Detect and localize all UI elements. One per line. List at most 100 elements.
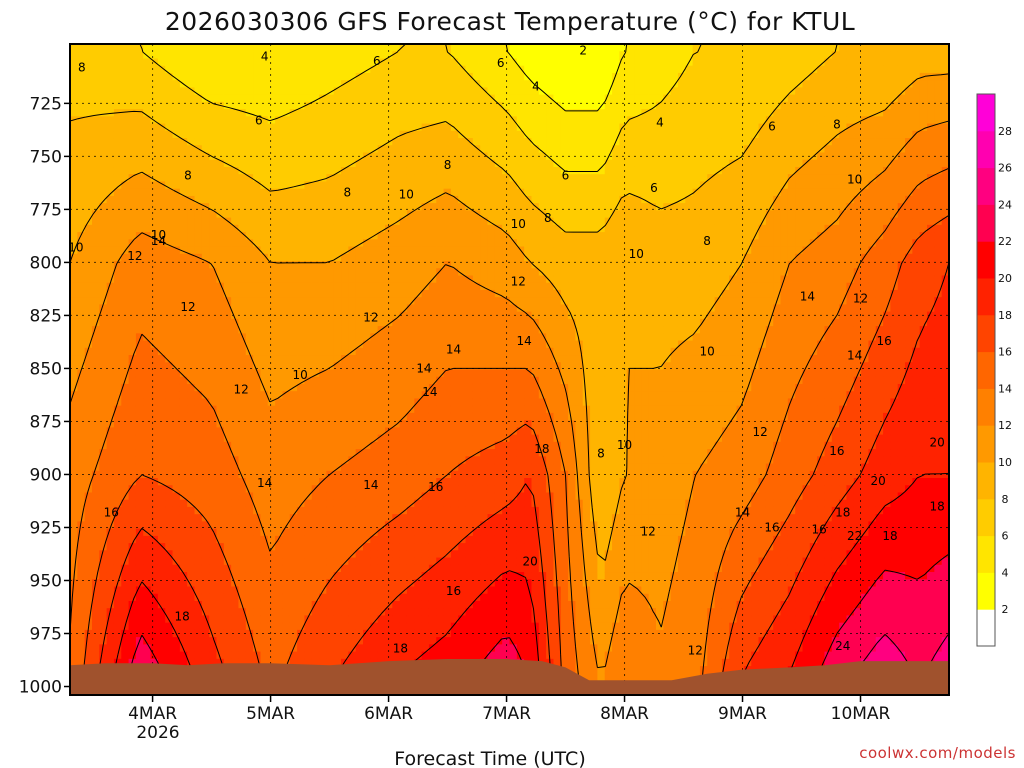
temp-cell xyxy=(297,521,305,530)
temp-cell xyxy=(348,282,357,291)
temp-cell xyxy=(223,492,232,501)
temp-cell xyxy=(414,101,423,110)
temp-cell xyxy=(319,282,327,291)
temp-cell xyxy=(70,159,78,168)
temp-cell xyxy=(260,188,269,197)
temp-cell xyxy=(150,87,159,96)
temp-cell xyxy=(165,478,174,486)
temp-cell xyxy=(70,210,78,219)
temp-cell xyxy=(341,94,349,103)
temp-cell xyxy=(275,651,284,660)
temp-cell xyxy=(289,347,298,356)
temp-cell xyxy=(209,159,218,168)
temp-cell xyxy=(150,72,159,81)
temp-cell xyxy=(341,318,349,327)
temp-cell xyxy=(443,58,452,67)
temp-cell xyxy=(414,289,423,298)
temp-cell xyxy=(319,159,327,168)
temp-cell xyxy=(377,506,386,515)
temp-cell xyxy=(135,579,144,588)
temp-cell xyxy=(304,383,313,392)
temp-cell xyxy=(458,600,467,609)
temp-cell xyxy=(267,550,276,559)
temp-cell xyxy=(245,485,254,494)
temp-cell xyxy=(157,499,166,508)
temp-cell xyxy=(304,44,313,52)
temp-cell xyxy=(121,138,130,146)
temp-cell xyxy=(253,600,262,609)
temp-cell xyxy=(421,593,430,602)
temp-cell xyxy=(267,145,276,154)
temp-cell xyxy=(450,499,459,508)
temp-cell xyxy=(165,340,174,349)
temp-cell xyxy=(260,224,269,233)
temp-cell xyxy=(311,94,320,103)
temp-cell xyxy=(77,637,86,645)
temp-cell xyxy=(194,376,203,385)
temp-cell xyxy=(260,347,269,356)
temp-cell xyxy=(231,615,240,624)
temp-cell xyxy=(209,109,218,117)
temp-cell xyxy=(289,65,298,74)
temp-cell xyxy=(150,246,159,255)
temp-cell xyxy=(253,123,262,132)
temp-cell xyxy=(179,398,188,407)
temp-cell xyxy=(458,622,467,631)
temp-cell xyxy=(282,644,291,653)
temp-cell xyxy=(260,326,269,334)
temp-cell xyxy=(465,87,474,96)
temp-cell xyxy=(472,333,481,342)
temp-cell xyxy=(341,181,349,190)
temp-cell xyxy=(289,550,298,559)
temp-cell xyxy=(363,557,371,566)
temp-cell xyxy=(187,123,196,132)
temp-cell xyxy=(223,232,232,240)
temp-cell xyxy=(333,51,342,60)
temp-cell xyxy=(143,326,152,334)
temp-cell xyxy=(165,564,174,573)
temp-cell xyxy=(297,304,305,313)
temp-cell xyxy=(348,203,357,211)
temp-cell xyxy=(216,427,225,436)
temp-cell xyxy=(106,644,115,653)
temp-cell xyxy=(304,572,313,580)
temp-cell xyxy=(392,622,401,631)
temp-cell xyxy=(275,289,284,298)
temp-cell xyxy=(275,44,284,52)
temp-cell xyxy=(282,600,291,609)
temp-cell xyxy=(458,101,467,110)
temp-cell xyxy=(143,188,152,197)
temp-cell xyxy=(282,420,291,428)
temp-cell xyxy=(275,94,284,103)
temp-cell xyxy=(172,159,181,168)
temp-cell xyxy=(341,166,349,175)
temp-cell xyxy=(216,586,225,595)
temp-cell xyxy=(355,499,364,508)
temp-cell xyxy=(113,326,122,334)
temp-cell xyxy=(223,101,232,110)
temp-cell xyxy=(201,622,210,631)
temp-cell xyxy=(253,195,262,204)
temp-cell xyxy=(436,478,445,486)
temp-cell xyxy=(472,224,481,233)
temp-cell xyxy=(179,441,188,450)
temp-cell xyxy=(121,326,130,334)
temp-cell xyxy=(443,145,452,154)
temp-cell xyxy=(472,347,481,356)
temp-cell xyxy=(172,637,181,645)
temp-cell xyxy=(172,463,181,472)
temp-cell xyxy=(172,44,181,52)
temp-cell xyxy=(150,412,159,421)
temp-cell xyxy=(165,557,174,566)
temp-cell xyxy=(201,492,210,501)
temp-cell xyxy=(428,123,437,132)
temp-cell xyxy=(333,427,342,436)
temp-cell xyxy=(326,210,335,219)
temp-cell xyxy=(363,586,371,595)
temp-cell xyxy=(150,51,159,60)
temp-cell xyxy=(326,282,335,291)
temp-cell xyxy=(187,506,196,515)
temp-cell xyxy=(465,550,474,559)
temp-cell xyxy=(84,166,93,175)
temp-cell xyxy=(267,369,276,378)
